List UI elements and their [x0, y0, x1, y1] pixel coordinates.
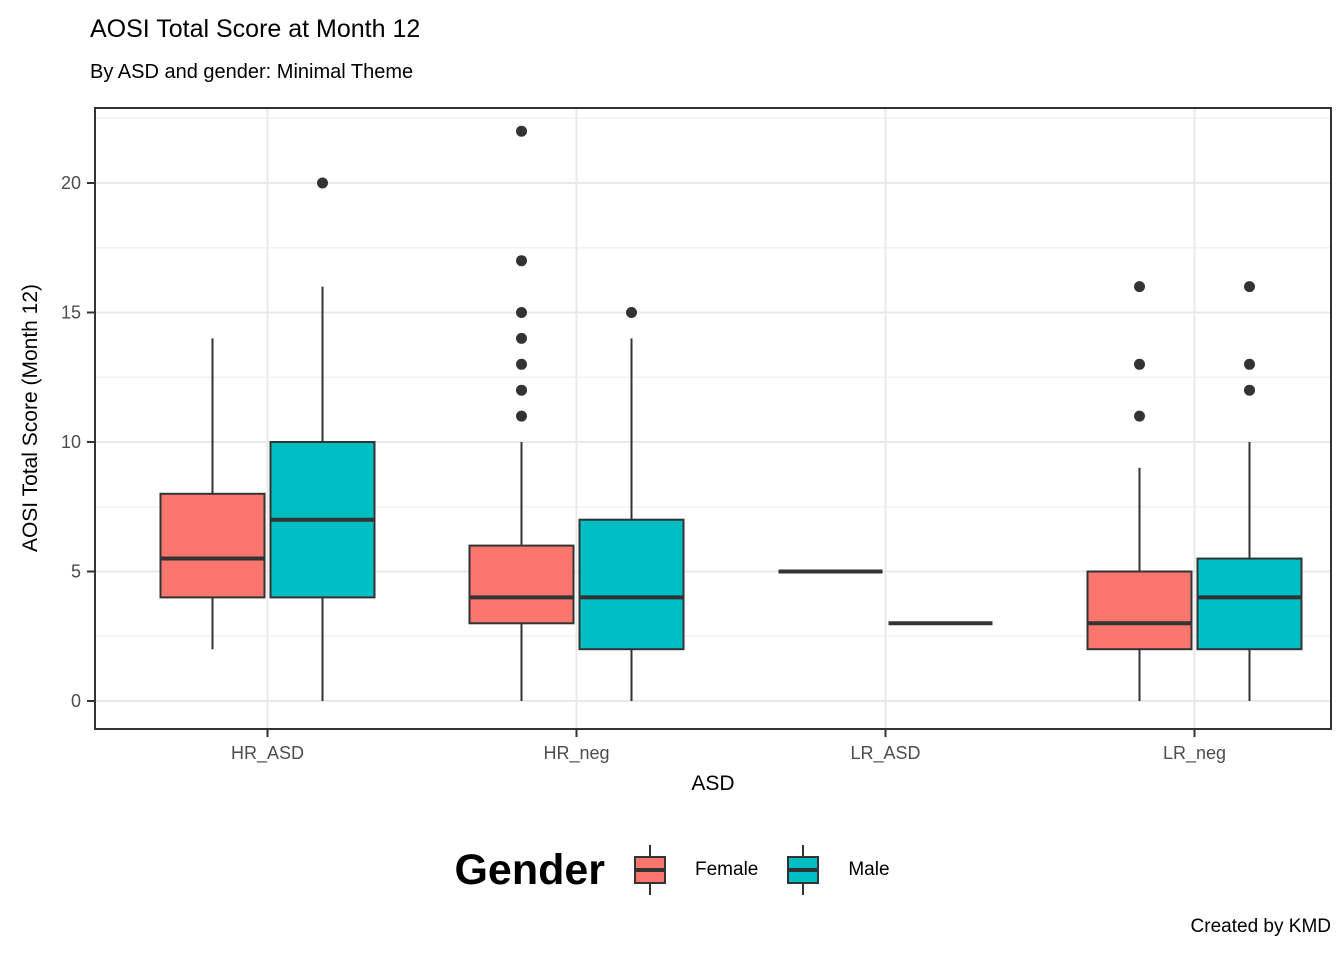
- outlier-point-female-hr_neg: [516, 125, 527, 137]
- legend: Gender Female Male: [0, 836, 1344, 904]
- outlier-point-female-lr_neg: [1134, 281, 1145, 293]
- legend-label-female: Female: [695, 859, 759, 880]
- outlier-point-female-hr_neg: [516, 255, 527, 267]
- outlier-point-female-hr_neg: [516, 307, 527, 318]
- caption: Created by KMD: [1190, 916, 1331, 937]
- boxplot-canvas: 0 5 10 15 20 HR_ASD HR_neg LR_ASD LR_neg: [61, 107, 1332, 764]
- box-female-hr_asd: [159, 492, 266, 599]
- outlier-point-male-hr_neg: [626, 307, 637, 318]
- box-male-hr_neg: [578, 518, 685, 651]
- chart-title: AOSI Total Score at Month 12: [90, 15, 421, 43]
- x-axis-title: ASD: [691, 772, 735, 795]
- male-boxplot-key-icon: [787, 845, 820, 895]
- outlier-point-male-lr_neg: [1244, 358, 1255, 370]
- y-tick-label: 0: [71, 691, 81, 711]
- box-female-lr_neg: [1086, 570, 1193, 651]
- x-tick-label: LR_neg: [1163, 743, 1226, 764]
- box-male-lr_neg: [1196, 557, 1303, 651]
- outlier-point-female-hr_neg: [516, 410, 527, 422]
- y-tick-label: 10: [61, 432, 81, 452]
- chart-subtitle: By ASD and gender: Minimal Theme: [90, 61, 414, 83]
- x-tick-label: LR_ASD: [850, 743, 920, 764]
- y-tick-label: 15: [61, 303, 81, 323]
- panel-border: [94, 107, 1332, 730]
- x-tick-label: HR_neg: [543, 743, 609, 764]
- outlier-point-female-hr_neg: [516, 332, 527, 344]
- y-tick-label: 20: [61, 173, 81, 193]
- outlier-point-male-lr_neg: [1244, 384, 1255, 396]
- outlier-point-female-lr_neg: [1134, 358, 1145, 370]
- outlier-point-male-hr_asd: [317, 177, 328, 189]
- y-tick-label: 5: [71, 562, 81, 582]
- legend-label-male: Male: [848, 859, 890, 880]
- x-tick-label: HR_ASD: [231, 743, 304, 764]
- outlier-point-male-lr_neg: [1244, 281, 1255, 293]
- box-female-hr_neg: [468, 544, 575, 625]
- outlier-point-female-hr_neg: [516, 358, 527, 370]
- y-axis-title: AOSI Total Score (Month 12): [19, 283, 42, 553]
- legend-item-female: Female: [632, 839, 758, 901]
- outlier-point-female-hr_neg: [516, 384, 527, 396]
- legend-item-male: Male: [785, 839, 890, 901]
- outlier-point-female-lr_neg: [1134, 410, 1145, 422]
- female-boxplot-key-icon: [634, 845, 666, 895]
- legend-title: Gender: [454, 846, 605, 894]
